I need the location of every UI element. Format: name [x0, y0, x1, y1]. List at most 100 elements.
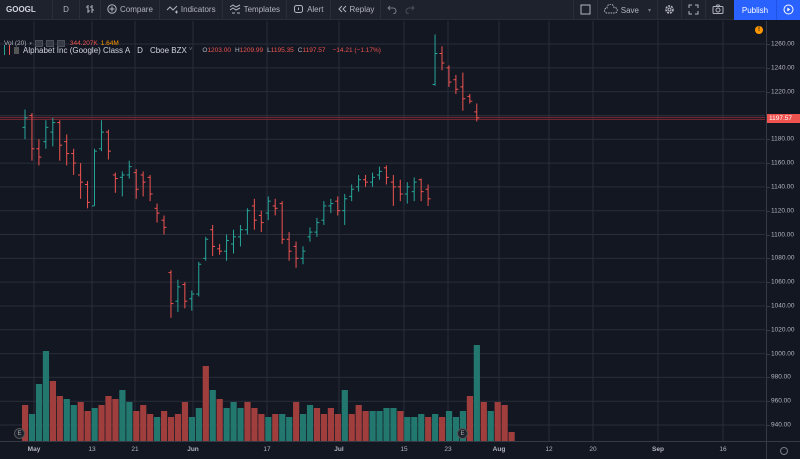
- ohlc-bar: [404, 182, 410, 204]
- volume-bar: [258, 414, 265, 441]
- low-value: 1195.35: [270, 46, 294, 54]
- chevron-down-icon[interactable]: ▾: [647, 7, 651, 14]
- ohlc-bar: [168, 270, 174, 318]
- price-tick: [767, 67, 770, 69]
- top-toolbar: GOOGL D Compare Indicators Templates Ale…: [0, 0, 800, 20]
- volume-label[interactable]: Vol (20): [4, 40, 27, 47]
- high-key: H: [234, 46, 240, 54]
- ohlc-bar: [112, 172, 118, 193]
- price-chart-canvas[interactable]: [0, 21, 765, 441]
- last-price-label: 1197.57: [767, 113, 800, 123]
- chart-pane[interactable]: Alphabet Inc (Google) Class A D Cboe BZX…: [0, 21, 765, 441]
- templates-button[interactable]: Templates: [223, 0, 288, 20]
- volume-bar: [133, 411, 140, 441]
- gear-icon: [779, 446, 788, 455]
- price-label: 1040.00: [771, 302, 795, 310]
- date-label: 21: [131, 446, 139, 453]
- ohlc-bar: [425, 184, 431, 206]
- volume-bar: [306, 405, 314, 441]
- undo-icon[interactable]: [387, 4, 397, 16]
- ohlc-bar: [231, 229, 236, 254]
- ohlc-bar: [342, 194, 348, 225]
- volume-bar: [147, 414, 154, 441]
- volume-bar: [112, 399, 119, 441]
- snapshot-button[interactable]: [706, 0, 730, 20]
- publish-button[interactable]: Publish: [734, 0, 776, 20]
- volume-remove-icon[interactable]: [56, 40, 65, 47]
- earnings-marker-icon[interactable]: E: [457, 428, 468, 439]
- hide-series-icon[interactable]: [14, 46, 19, 54]
- chevron-down-icon[interactable]: ˅: [188, 47, 193, 53]
- price-tick: [767, 329, 770, 331]
- volume-bar: [56, 396, 63, 441]
- camera-icon: [712, 4, 724, 16]
- ohlc-bar: [244, 208, 250, 235]
- fullscreen-button[interactable]: [682, 0, 706, 20]
- bar-style-button[interactable]: [80, 0, 101, 20]
- price-axis[interactable]: 1197.57 1260.00 1240.00 1220.00 1180.00 1160…: [766, 21, 800, 441]
- bars-icon: [85, 4, 95, 16]
- redo-icon[interactable]: [405, 4, 416, 16]
- ohlc-bar: [293, 241, 299, 268]
- ohlc-bar: [203, 236, 209, 261]
- time-axis[interactable]: May 13 21 Jun 17 Jul 15 23 Aug 12 20 Sep 16: [0, 441, 800, 459]
- series-title[interactable]: Alphabet Inc (Google) Class A: [23, 45, 131, 55]
- volume-bar: [126, 402, 133, 441]
- indicators-button[interactable]: Indicators: [160, 0, 223, 20]
- volume-bar: [140, 405, 147, 441]
- ohlc-bar: [432, 34, 438, 86]
- symbol-search-button[interactable]: GOOGL: [0, 0, 53, 20]
- earnings-marker-icon[interactable]: E: [14, 428, 25, 439]
- low-key: L: [267, 46, 271, 54]
- square-icon: [580, 4, 591, 17]
- chevron-down-icon[interactable]: ▾: [29, 40, 32, 47]
- volume-bar: [411, 417, 418, 441]
- price-label: 940.00: [771, 421, 791, 429]
- interval-button[interactable]: D: [53, 0, 80, 20]
- alert-button[interactable]: Alert: [287, 0, 331, 20]
- save-button[interactable]: Save ▾: [598, 0, 658, 20]
- replay-button[interactable]: Replay: [331, 0, 382, 20]
- price-tick: [767, 377, 770, 379]
- volume-bar: [70, 405, 77, 441]
- date-label: Aug: [492, 446, 506, 453]
- ohlc-bar: [237, 224, 243, 247]
- volume-visibility-icon[interactable]: [34, 40, 43, 47]
- settings-button[interactable]: [658, 0, 682, 20]
- volume-bar: [459, 411, 467, 441]
- ohlc-bar: [453, 74, 459, 95]
- alert-label: Alert: [307, 5, 324, 14]
- open-key: O: [202, 46, 208, 54]
- play-button[interactable]: [776, 0, 800, 20]
- ohlc-bar: [411, 177, 417, 202]
- plus-circle-icon: [107, 3, 117, 16]
- axis-settings-button[interactable]: [766, 442, 800, 459]
- toolbar-right: Save ▾ Publish: [572, 0, 800, 20]
- indicators-icon: [166, 4, 178, 16]
- date-label: 17: [263, 446, 271, 453]
- volume-bar: [63, 399, 70, 441]
- volume-bar: [265, 417, 272, 441]
- ohlc-bar: [189, 290, 195, 311]
- volume-bar: [473, 345, 480, 441]
- warning-icon[interactable]: !: [755, 26, 763, 34]
- date-label: 12: [545, 446, 553, 453]
- layout-button[interactable]: [572, 0, 598, 20]
- price-label: 1080.00: [771, 254, 795, 262]
- volume-bar: [300, 414, 307, 441]
- ohlc-bar: [321, 201, 327, 225]
- ohlc-bar: [126, 160, 132, 179]
- volume-bar: [167, 417, 175, 441]
- price-tick: [767, 186, 770, 188]
- volume-bar: [154, 417, 161, 441]
- ohlc-bar: [349, 184, 355, 202]
- volume-bar: [320, 414, 328, 441]
- ohlc-bar: [161, 215, 167, 235]
- volume-settings-icon[interactable]: [45, 40, 54, 47]
- price-tick: [767, 44, 770, 45]
- compare-button[interactable]: Compare: [101, 0, 160, 20]
- fullscreen-icon: [688, 4, 699, 17]
- price-label: 1100.00: [771, 231, 795, 238]
- ohlc-bar: [390, 174, 396, 206]
- ohlc-bar: [133, 169, 139, 199]
